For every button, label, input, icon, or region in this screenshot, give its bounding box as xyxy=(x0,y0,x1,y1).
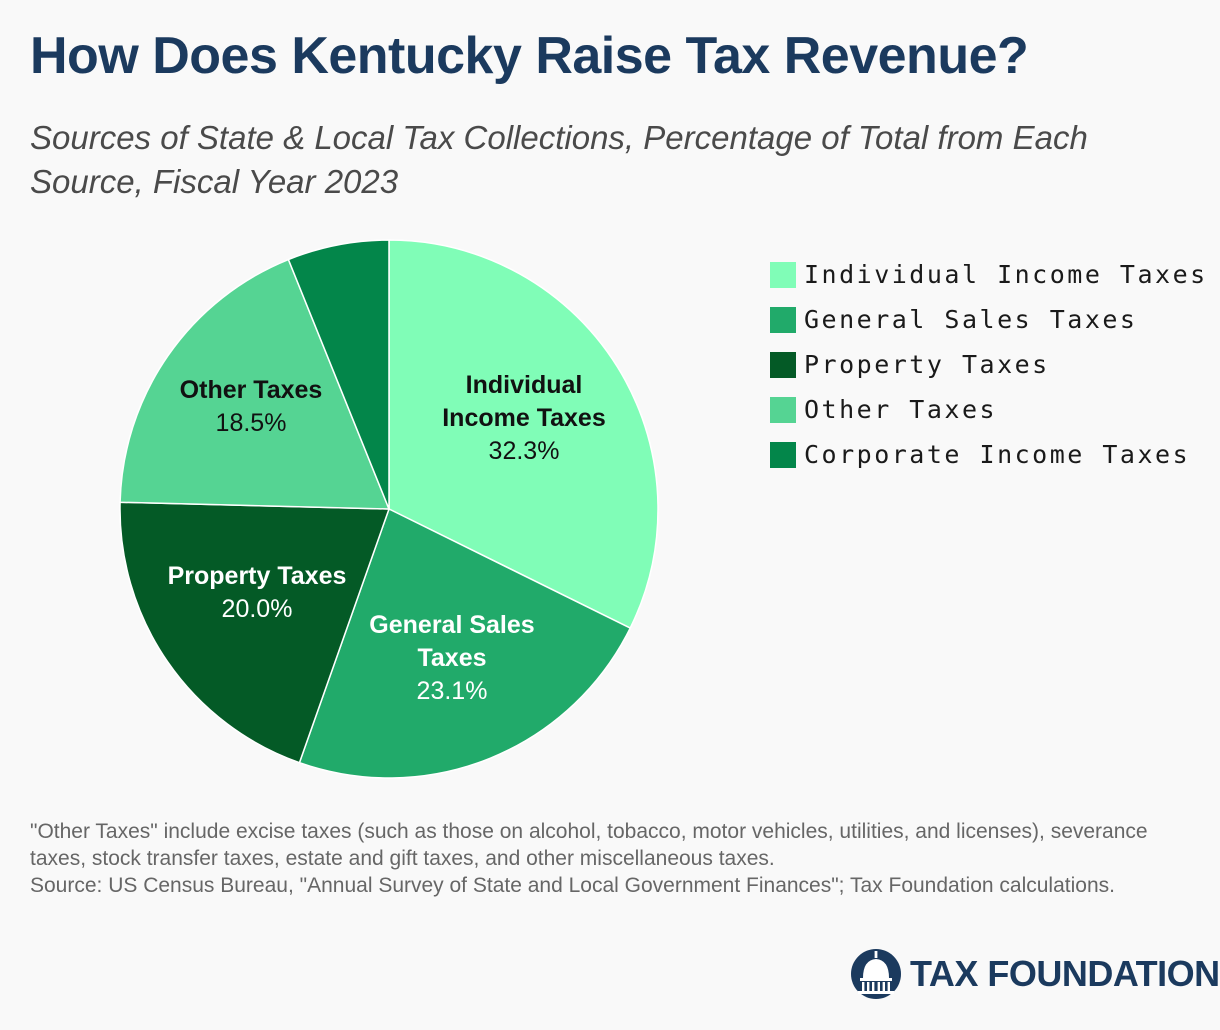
pie-slice-individual-income-taxes xyxy=(388,239,659,630)
legend-item-other: Other Taxes xyxy=(770,387,1208,432)
pie-slices xyxy=(119,239,659,779)
pie-chart: Individual Income Taxes 32.3% General Sales… xyxy=(119,239,659,779)
slice-label: Property Taxes 20.0% xyxy=(168,562,347,623)
legend-item-general-sales: General Sales Taxes xyxy=(770,297,1208,342)
chart-subtitle: Sources of State & Local Tax Collections… xyxy=(30,119,1088,200)
chart-title: How Does Kentucky Raise Tax Revenue? xyxy=(30,27,1029,85)
legend-swatch xyxy=(770,351,796,378)
brand-name: TAX FOUNDATION xyxy=(910,953,1220,994)
pie-slice-property-taxes xyxy=(119,501,391,764)
legend-item-individual-income: Individual Income Taxes xyxy=(770,252,1208,297)
pie-slice-corporate-income-taxes xyxy=(287,239,390,510)
legend-swatch xyxy=(770,396,796,423)
legend-label: General Sales Taxes xyxy=(804,305,1138,334)
source-note: Source: US Census Bureau, "Annual Survey… xyxy=(30,874,1115,897)
slice-label: Other Taxes 18.5% xyxy=(180,376,323,437)
legend: Individual Income Taxes General Sales Ta… xyxy=(770,252,1208,477)
legend-label: Corporate Income Taxes xyxy=(804,440,1191,469)
legend-item-corporate-income: Corporate Income Taxes xyxy=(770,432,1208,477)
legend-swatch xyxy=(770,441,796,468)
legend-swatch xyxy=(770,306,796,333)
slice-label: General Sales Taxes 23.1% xyxy=(369,611,534,705)
other-taxes-definition: "Other Taxes" include excise taxes (such… xyxy=(30,820,1148,870)
pie-slice-general-sales-taxes xyxy=(298,507,632,779)
capitol-dome-icon xyxy=(851,949,901,999)
pie-labels: Individual Income Taxes 32.3% General Sales… xyxy=(168,371,606,705)
legend-swatch xyxy=(770,261,796,288)
pie-slice-other-taxes xyxy=(119,258,391,510)
legend-item-property: Property Taxes xyxy=(770,342,1208,387)
slice-label: Individual Income Taxes 32.3% xyxy=(442,371,606,465)
legend-label: Individual Income Taxes xyxy=(804,260,1208,289)
tax-foundation-logo: TAX FOUNDATION xyxy=(850,948,1220,1000)
legend-label: Property Taxes xyxy=(804,350,1050,379)
legend-label: Other Taxes xyxy=(804,395,998,424)
footnotes: "Other Taxes" include excise taxes (such… xyxy=(30,818,1200,899)
